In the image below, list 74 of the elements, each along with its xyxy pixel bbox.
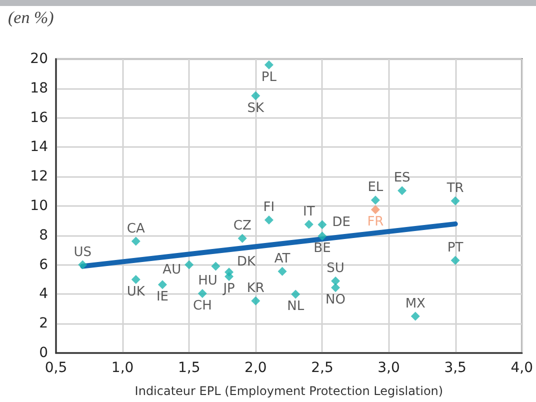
y-tick-label: 8 [39,227,48,244]
annotation: US [74,244,92,260]
annotation: MX [405,296,426,312]
annotation: AU [162,262,182,278]
annotation: FR [367,214,384,230]
annotation: IE [156,290,169,305]
annotation: ES [394,170,410,186]
annotation: DK [237,254,256,270]
annotation: NL [287,299,305,314]
point [278,266,287,276]
point [238,234,247,243]
point [331,283,340,292]
point [158,280,167,290]
annotation: EL [368,180,384,196]
y-tick-label: 2 [39,316,48,332]
x-tick-label: 3,0 [378,360,400,376]
annotation: TR [446,180,464,196]
point [251,296,260,306]
point [251,91,260,100]
x-tick-label: 2,0 [244,360,267,376]
y-tick-label: 4 [39,286,48,302]
chart-title: (en %) [8,8,54,28]
y-tick-label: 0 [39,345,48,361]
x-tick-label: 4,0 [510,360,533,376]
y-tick-label: 16 [30,110,48,126]
point [224,272,234,282]
point [131,236,140,246]
annotation: DE [332,215,350,230]
x-tick-label: 0,5 [44,360,68,376]
annotation: IT [303,204,315,220]
x-tick-label: 2,5 [311,360,334,376]
annotation: CA [126,221,145,236]
point [131,275,140,284]
point [264,60,274,70]
point [78,260,88,270]
annotation: HU [198,273,218,288]
annotation: PT [447,240,464,256]
point [331,276,340,286]
point [318,220,327,230]
annotation: JP [222,282,236,297]
point [370,205,380,214]
annotation: CZ [233,218,252,234]
y-tick-label: 20 [30,51,48,67]
annotation: NO [326,292,346,308]
point [198,288,207,298]
point [264,215,274,224]
y-tick-label: 18 [30,80,48,96]
annotation: SU [326,260,344,276]
annotation: SK [247,100,265,116]
point [318,232,327,241]
y-tick-label: 12 [30,168,48,185]
annotation: CH [192,298,212,314]
x-tick-label: 1,5 [178,360,200,376]
annotation: KR [246,280,264,296]
annotation: UK [126,284,146,300]
annotation: BE [314,241,331,256]
point [304,220,314,229]
y-tick-label: 14 [30,139,48,156]
point [398,186,407,196]
point [211,262,220,271]
annotation: FI [263,200,275,215]
y-tick-label: 6 [39,256,48,273]
x-axis-title: Indicateur EPL (Employment Protection Legislation) [134,384,444,398]
point [370,196,380,205]
point [410,312,420,321]
annotation: PL [261,70,278,85]
x-tick-label: 1,0 [111,360,134,376]
point [450,196,460,206]
point [450,256,460,265]
x-tick-label: 3,5 [444,360,466,376]
annotation: AT [274,251,290,266]
point [184,260,194,270]
point [291,290,300,299]
y-tick-label: 10 [30,198,48,214]
